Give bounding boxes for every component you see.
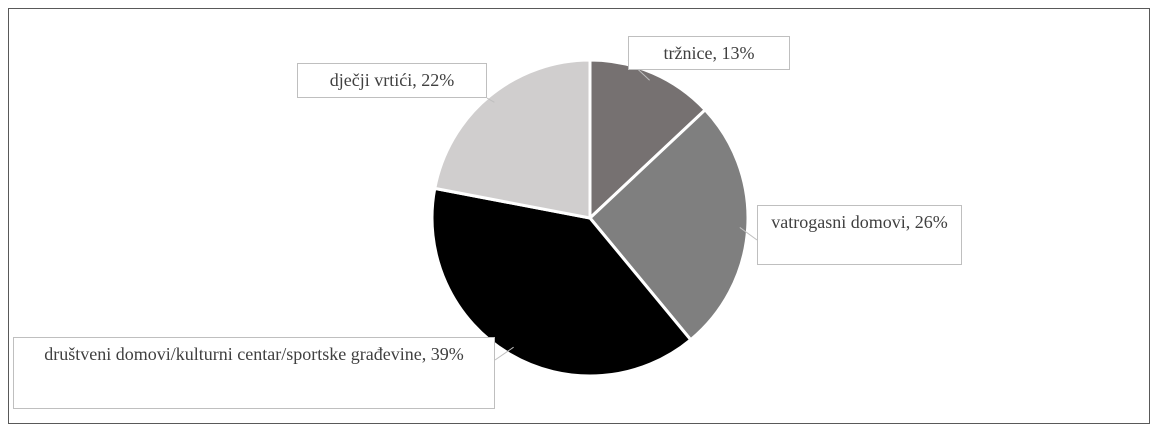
pie-slice [588,58,708,222]
leader-line [486,97,495,103]
leader-line [739,227,758,241]
pie-slice [433,58,592,220]
leader-line [494,346,514,361]
chart-frame [8,8,1150,424]
data-label: tržnice, 13% [628,36,790,70]
data-label: dječji vrtići, 22% [297,63,487,98]
pie-slice [587,107,750,342]
data-label: društveni domovi/kulturni centar/sportsk… [13,337,495,409]
pie-slice [430,186,693,378]
data-label: vatrogasni domovi, 26% [757,205,962,265]
